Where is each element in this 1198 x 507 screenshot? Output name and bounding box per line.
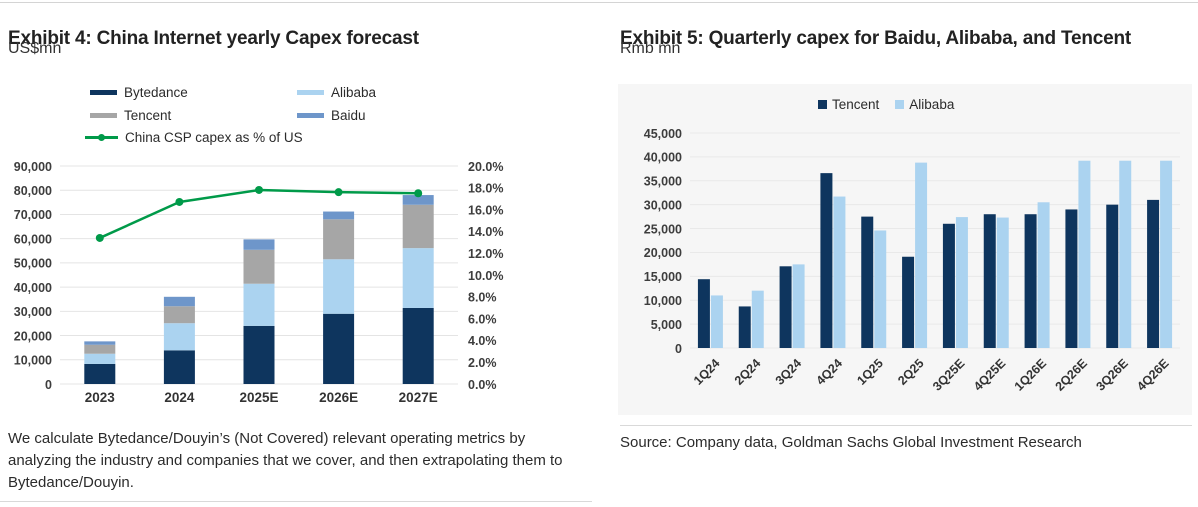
exhibit5-source: Source: Company data, Goldman Sachs Glob… [620,434,1082,451]
svg-text:30,000: 30,000 [14,305,52,319]
legend-item-bytedance: Bytedance [90,85,188,100]
svg-text:16.0%: 16.0% [468,203,503,217]
svg-text:10.0%: 10.0% [468,269,503,283]
left-bottom-divider [0,501,592,502]
svg-text:40,000: 40,000 [14,281,52,295]
svg-text:10,000: 10,000 [14,354,52,368]
exhibit5-title: Exhibit 5: Quarterly capex for Baidu, Al… [620,27,1132,49]
exhibit5-bar-chart: 0 5,000 10,000 15,000 20,000 25,000 30,000 35,0… [618,84,1192,415]
legend-label: Alibaba [331,85,377,100]
svg-text:20,000: 20,000 [14,329,52,343]
baidu-swatch [297,113,324,118]
right-source-divider [620,425,1192,426]
svg-text:15,000: 15,000 [644,270,682,284]
svg-text:6.0%: 6.0% [468,312,497,326]
svg-text:90,000: 90,000 [14,160,52,174]
gridlines [690,132,1180,349]
grouped-bars [697,160,1173,348]
svg-text:0.0%: 0.0% [468,378,497,392]
svg-text:20,000: 20,000 [644,246,682,260]
legend-item-tencent: Tencent [90,108,171,123]
exhibit4-combo-chart: 0 10,000 20,000 30,000 40,000 50,000 60,000 70,… [14,160,504,405]
svg-text:0: 0 [45,378,52,392]
svg-text:2027E: 2027E [399,390,438,405]
exhibit5-units: Rmb mn [620,40,681,57]
line-swatch [85,134,118,141]
line-marker-dot [98,134,105,141]
exhibit4-title: Exhibit 4: China Internet yearly Capex f… [8,27,419,49]
alibaba-swatch [297,90,324,95]
svg-text:2.0%: 2.0% [468,356,497,370]
svg-text:45,000: 45,000 [644,127,682,141]
svg-text:20.0%: 20.0% [468,160,503,174]
exhibit4-units: US$mn [8,40,62,57]
stacked-bars [84,195,434,384]
legend-label: Alibaba [909,97,955,112]
svg-text:35,000: 35,000 [644,175,682,189]
svg-text:2023: 2023 [85,390,116,405]
legend-label: China CSP capex as % of US [125,130,303,145]
tencent-swatch [818,100,827,109]
top-divider [0,2,1198,3]
legend-label: Baidu [331,108,366,123]
svg-text:30,000: 30,000 [644,198,682,212]
svg-text:2025E: 2025E [239,390,278,405]
legend-label: Bytedance [124,85,188,100]
legend-item-csp-line: China CSP capex as % of US [85,130,303,145]
svg-text:0: 0 [675,342,682,356]
svg-text:2026E: 2026E [319,390,358,405]
left-axis-ticks: 0 10,000 20,000 30,000 40,000 50,000 60,000 70,… [14,160,52,392]
legend-label: Tencent [832,97,880,112]
legend-item-baidu: Baidu [297,108,366,123]
svg-text:40,000: 40,000 [644,151,682,165]
right-axis-ticks: 0.0% 2.0% 4.0% 6.0% 8.0% 10.0% 12.0% 14.0% 16.0%… [468,160,503,392]
bytedance-swatch [90,90,117,95]
exhibit5-legend: Tencent Alibaba [818,97,954,112]
legend-label: Tencent [124,108,172,123]
svg-text:50,000: 50,000 [14,257,52,271]
svg-text:18.0%: 18.0% [468,182,503,196]
alibaba-swatch [895,100,905,109]
svg-text:70,000: 70,000 [14,208,52,222]
legend-item-alibaba: Alibaba [297,85,376,100]
svg-text:2024: 2024 [164,390,195,405]
y-axis-ticks: 0 5,000 10,000 15,000 20,000 25,000 30,000 35,0… [644,127,682,356]
svg-text:4.0%: 4.0% [468,334,497,348]
legend-item-tencent: Tencent [818,97,879,112]
tencent-swatch [90,113,117,118]
svg-text:8.0%: 8.0% [468,291,497,305]
svg-text:60,000: 60,000 [14,232,52,246]
svg-text:5,000: 5,000 [651,318,682,332]
svg-text:12.0%: 12.0% [468,247,503,261]
svg-text:80,000: 80,000 [14,184,52,198]
csp-percent-line [95,185,423,242]
svg-text:25,000: 25,000 [644,222,682,236]
svg-text:14.0%: 14.0% [468,225,503,239]
svg-text:10,000: 10,000 [644,294,682,308]
legend-item-alibaba: Alibaba [895,97,954,112]
exhibit4-footnote: We calculate Bytedance/Douyin’s (Not Cov… [8,430,563,491]
chart-panel [618,84,1192,415]
x-axis-labels: 2023 2024 2025E 2026E 2027E [85,390,438,405]
